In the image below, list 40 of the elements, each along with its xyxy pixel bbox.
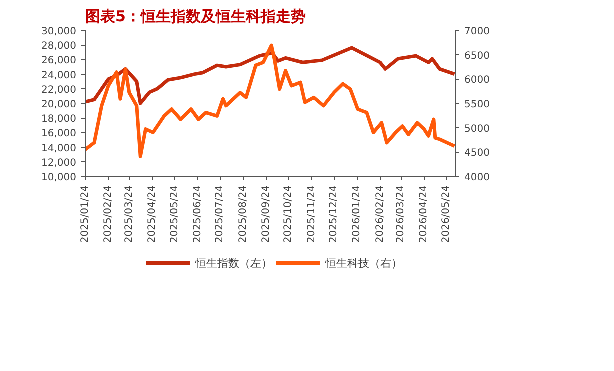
y-tick-label: 22,000	[42, 84, 77, 96]
y2-tick-label: 6000	[464, 75, 490, 86]
x-tick-label: 2025/07/24	[214, 185, 226, 244]
x-tick-label: 2025/06/24	[192, 185, 204, 244]
x-tick-label: 2025/03/24	[124, 185, 135, 244]
x-tick-label: 2025/01/24	[80, 185, 91, 244]
y-tick-label: 10,000	[42, 172, 77, 184]
y2-tick-label: 5000	[464, 124, 490, 135]
y2-tick-label: 4000	[464, 172, 490, 184]
y-tick-label: 20,000	[42, 100, 77, 110]
x-tick-label: 2026/03/24	[396, 185, 407, 244]
y-tick-label: 14,000	[42, 143, 77, 154]
line-series	[86, 44, 456, 158]
x-tick-label: 2026/04/24	[418, 185, 430, 244]
x-tick-label: 2025/11/24	[306, 185, 318, 244]
line-series	[86, 46, 456, 106]
chart-title: 图表5：恒生指数及恒生科指走势	[86, 8, 306, 26]
x-tick-label: 2026/05/24	[441, 185, 452, 244]
legend-label: 恒生指数（左）	[196, 256, 272, 270]
y-tick-label: 12,000	[42, 158, 77, 169]
y-tick-label: 24,000	[42, 70, 77, 82]
x-tick-label: 2025/12/24	[328, 185, 340, 244]
x-tick-label: 2025/09/24	[260, 185, 272, 244]
x-tick-label: 2025/05/24	[169, 185, 180, 244]
legend-label: 恒生科技（右）	[326, 256, 402, 270]
x-tick-label: 2025/04/24	[147, 185, 158, 244]
y-tick-label: 30,000	[42, 26, 77, 38]
x-tick-label: 2025/10/24	[283, 185, 294, 244]
y2-tick-label: 7000	[464, 26, 490, 38]
y-tick-label: 28,000	[42, 41, 77, 52]
y-tick-label: 26,000	[42, 56, 77, 67]
x-tick-label: 2026/01/24	[352, 185, 363, 244]
x-tick-label: 2026/02/24	[374, 185, 386, 244]
y2-tick-label: 6500	[464, 50, 490, 62]
y2-tick-label: 5500	[464, 100, 490, 110]
y-tick-label: 18,000	[42, 114, 77, 126]
x-tick-label: 2025/02/24	[103, 185, 114, 244]
x-tick-label: 2025/08/24	[238, 185, 249, 244]
y2-tick-label: 4500	[464, 148, 490, 160]
y-tick-label: 16,000	[42, 128, 77, 140]
